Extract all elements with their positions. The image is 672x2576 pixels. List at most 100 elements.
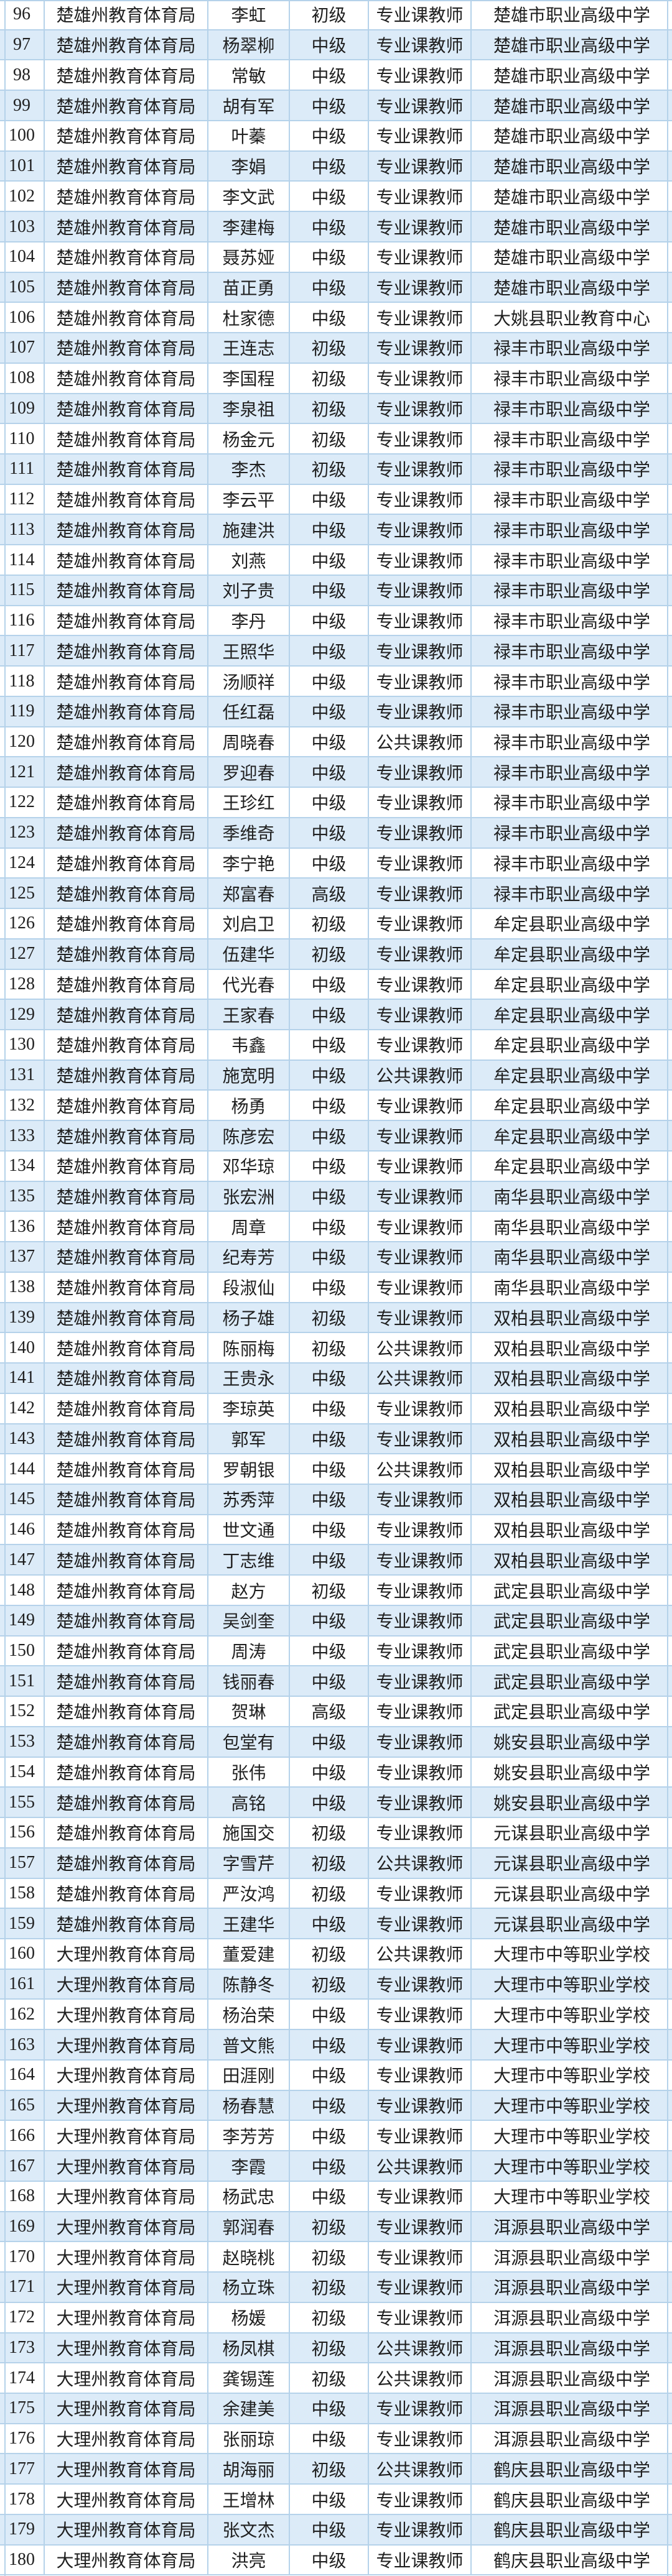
department-cell: 楚雄州教育体育局: [45, 1393, 208, 1423]
school-cell: 大理市中等职业学校: [493, 1946, 650, 1965]
department-cell: 楚雄州教育体育局: [45, 272, 208, 302]
row-number-cell: 152: [0, 1697, 45, 1726]
name-cell: 杨立珠: [208, 2273, 290, 2302]
table-row: 177 大理州教育体育局 胡海丽 初级 公共课教师 鹤庆县职业高级中学: [0, 2454, 672, 2485]
row-number-cell: 125: [0, 879, 45, 908]
department-cell: 大理州教育体育局: [45, 2242, 208, 2272]
name-cell: 段淑仙: [208, 1272, 290, 1302]
name-cell: 杨治荣: [208, 2000, 290, 2029]
department-cell: 楚雄州教育体育局: [45, 1909, 208, 1938]
row-number-cell: 98: [0, 60, 45, 90]
school-cell: 禄丰市职业高级中学: [493, 339, 650, 359]
department-cell: 楚雄州教育体育局: [45, 182, 208, 211]
teacher-type-cell: 专业课教师: [369, 1636, 472, 1666]
name-cell: 汤顺祥: [208, 667, 290, 696]
school-cell: 楚雄市职业高级中学: [493, 127, 650, 147]
department-cell: 楚雄州教育体育局: [45, 1484, 208, 1514]
table-row: 128 楚雄州教育体育局 代光春 中级 专业课教师 牟定县职业高级中学: [0, 969, 672, 1000]
name-cell: 苗正勇: [208, 272, 290, 302]
level-cell: 初级: [290, 333, 369, 362]
department-cell: 楚雄州教育体育局: [45, 788, 208, 817]
row-number-cell: 108: [0, 363, 45, 393]
school-cell: 洱源县职业高级中学: [493, 2339, 650, 2359]
school-cell: 鹤庆县职业高级中学: [493, 2552, 650, 2572]
name-cell: 胡海丽: [208, 2454, 290, 2484]
name-cell: 刘启卫: [208, 909, 290, 938]
department-cell: 楚雄州教育体育局: [45, 1091, 208, 1120]
teacher-type-cell: 专业课教师: [369, 1000, 472, 1029]
table-row: 165 大理州教育体育局 杨春慧 中级 专业课教师 大理市中等职业学校: [0, 2090, 672, 2121]
table-right-border: [667, 0, 668, 2576]
teacher-type-cell: 专业课教师: [369, 394, 472, 423]
teacher-type-cell: 专业课教师: [369, 1605, 472, 1635]
name-cell: 钱丽春: [208, 1666, 290, 1696]
level-cell: 中级: [290, 848, 369, 878]
school-cell: 牟定县职业高级中学: [493, 1158, 650, 1178]
school-cell: 大理市中等职业学校: [493, 2127, 650, 2147]
school-cell: 武定县职业高级中学: [493, 1582, 650, 1602]
table-row: 139 楚雄州教育体育局 杨子雄 初级 专业课教师 双柏县职业高级中学: [0, 1303, 672, 1334]
row-number-cell: 124: [0, 848, 45, 878]
level-cell: 初级: [290, 909, 369, 938]
teacher-type-cell: 公共课教师: [369, 2151, 472, 2181]
table-row: 164 大理州教育体育局 田涯刚 中级 专业课教师 大理市中等职业学校: [0, 2060, 672, 2091]
school-cell: 楚雄市职业高级中学: [493, 279, 650, 298]
school-cell: 楚雄市职业高级中学: [493, 67, 650, 86]
table-row: 148 楚雄州教育体育局 赵方 初级 专业课教师 武定县职业高级中学: [0, 1576, 672, 1606]
teacher-type-cell: 专业课教师: [369, 1484, 472, 1514]
teacher-type-cell: 专业课教师: [369, 151, 472, 181]
school-cell: 禄丰市职业高级中学: [493, 673, 650, 693]
table-row: 142 楚雄州教育体育局 李琼英 中级 专业课教师 双柏县职业高级中学: [0, 1393, 672, 1424]
name-cell: 李丹: [208, 606, 290, 635]
level-cell: 中级: [290, 30, 369, 60]
school-cell: 大理市中等职业学校: [493, 2097, 650, 2117]
department-cell: 楚雄州教育体育局: [45, 1151, 208, 1181]
name-cell: 伍建华: [208, 939, 290, 969]
teacher-type-cell: 专业课教师: [369, 363, 472, 393]
teacher-type-cell: 专业课教师: [369, 1091, 472, 1120]
level-cell: 初级: [290, 424, 369, 454]
table-row: 144 楚雄州教育体育局 罗朝银 中级 公共课教师 双柏县职业高级中学: [0, 1454, 672, 1485]
table-row: 105 楚雄州教育体育局 苗正勇 中级 专业课教师 楚雄市职业高级中学: [0, 272, 672, 303]
level-cell: 初级: [290, 1303, 369, 1332]
level-cell: 中级: [290, 1121, 369, 1150]
department-cell: 大理州教育体育局: [45, 2212, 208, 2241]
name-cell: 周晓春: [208, 727, 290, 757]
school-cell: 牟定县职业高级中学: [493, 1127, 650, 1147]
table-row: 169 大理州教育体育局 郭润春 初级 专业课教师 洱源县职业高级中学: [0, 2212, 672, 2243]
teacher-type-cell: 专业课教师: [369, 1697, 472, 1726]
name-cell: 赵晓桃: [208, 2242, 290, 2272]
name-cell: 纪寿芳: [208, 1242, 290, 1272]
level-cell: 中级: [290, 303, 369, 333]
school-cell: 姚安县职业高级中学: [493, 1794, 650, 1814]
teacher-type-cell: 专业课教师: [369, 575, 472, 605]
level-cell: 中级: [290, 484, 369, 514]
school-cell: 牟定县职业高级中学: [493, 976, 650, 995]
teacher-type-cell: 专业课教师: [369, 1151, 472, 1181]
teacher-type-cell: 专业课教师: [369, 91, 472, 120]
name-cell: 王连志: [208, 333, 290, 362]
school-cell: 姚安县职业高级中学: [493, 1733, 650, 1753]
department-cell: 大理州教育体育局: [45, 2030, 208, 2059]
level-cell: 中级: [290, 757, 369, 787]
department-cell: 楚雄州教育体育局: [45, 1788, 208, 1817]
level-cell: 初级: [290, 363, 369, 393]
level-cell: 中级: [290, 1000, 369, 1029]
row-number-cell: 111: [0, 455, 45, 484]
level-cell: 初级: [290, 2302, 369, 2332]
level-cell: 中级: [290, 1091, 369, 1120]
department-cell: 大理州教育体育局: [45, 2273, 208, 2302]
level-cell: 初级: [290, 1848, 369, 1878]
row-number-cell: 121: [0, 757, 45, 787]
table-row: 162 大理州教育体育局 杨治荣 中级 专业课教师 大理市中等职业学校: [0, 2000, 672, 2031]
row-number-cell: 175: [0, 2394, 45, 2423]
name-cell: 施国交: [208, 1818, 290, 1847]
department-cell: 楚雄州教育体育局: [45, 0, 208, 29]
level-cell: 高级: [290, 879, 369, 908]
teacher-type-cell: 专业课教师: [369, 545, 472, 575]
school-cell: 大理市中等职业学校: [493, 2158, 650, 2177]
name-cell: 余建美: [208, 2394, 290, 2423]
name-cell: 王珍红: [208, 788, 290, 817]
school-cell: 禄丰市职业高级中学: [493, 552, 650, 571]
